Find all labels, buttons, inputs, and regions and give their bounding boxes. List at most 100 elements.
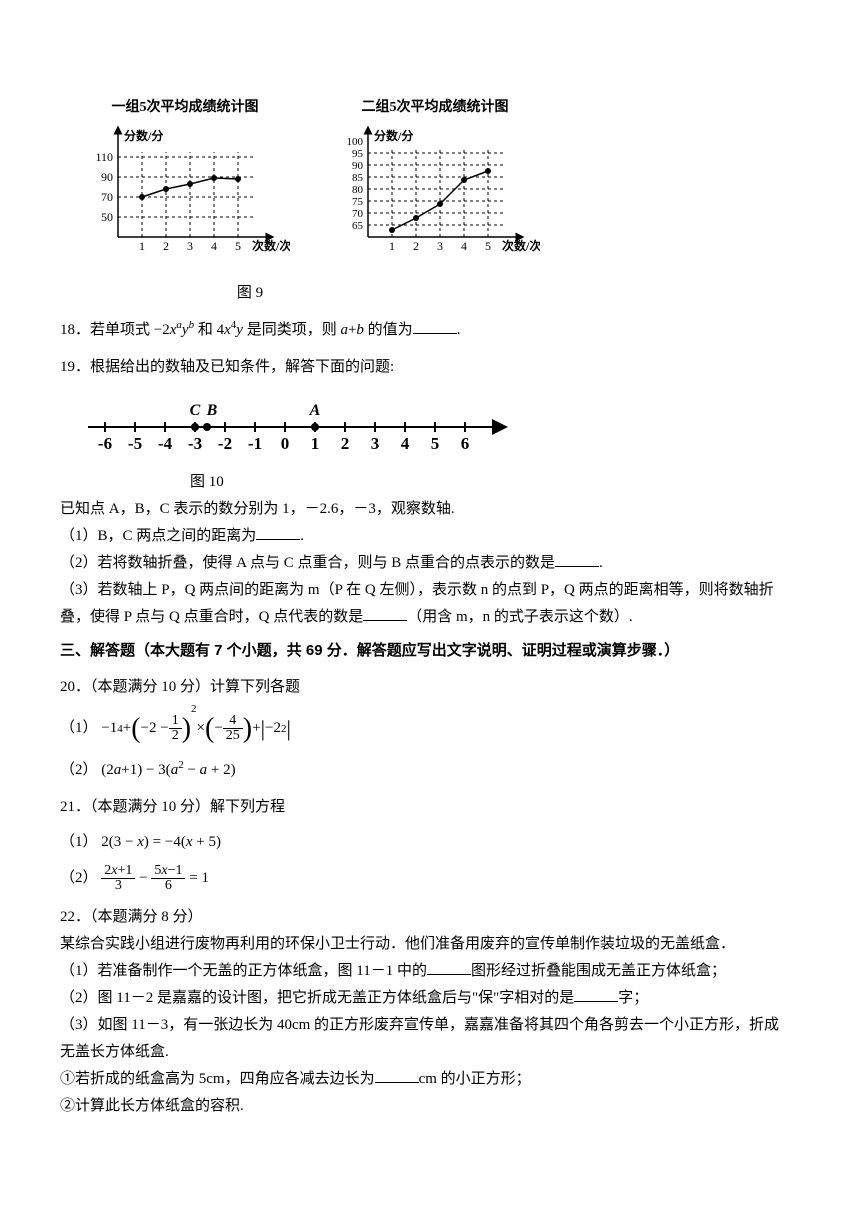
q22-p3b: 无盖长方体纸盒. [60,1039,800,1066]
svg-text:1: 1 [139,239,145,253]
q18-expr-b: 4x4y [217,322,243,338]
q18-expr-c: a [340,322,348,338]
svg-text:-4: -4 [158,434,173,453]
q21-lead: 21．（本题满分 10 分）解下列方程 [60,794,800,821]
q22-p3-s1: ①若折成的纸盒高为 5cm，四角应各减去边长为 cm 的小正方形； [60,1066,800,1093]
q20-p1: （1） −14 + (−2 − 12)2 × (− 425) + |−22| [60,709,800,749]
figure9-caption: 图 9 [0,280,800,307]
blank [256,525,300,540]
q22-intro: 某综合实践小组进行废物再利用的环保小卫士行动．他们准备用废弃的宣传单制作装垃圾的… [60,931,800,958]
svg-text:分数/分: 分数/分 [124,128,163,143]
svg-text:5: 5 [431,434,440,453]
svg-text:次数/次: 次数/次 [252,238,290,253]
svg-text:90: 90 [101,170,113,184]
question-19: 19．根据给出的数轴及已知条件，解答下面的问题: -6-5-4-3-2-1012… [60,354,800,631]
svg-text:-6: -6 [98,434,112,453]
svg-text:50: 50 [101,210,113,224]
q22-p3-s2: ②计算此长方体纸盒的容积. [60,1093,800,1120]
chart-1-svg: 50 70 90 110 分数/分 1 2 3 4 5 次数/次 [80,122,290,262]
svg-text:C: C [190,402,201,419]
chart-2: 二组5次平均成绩统计图 65 70 75 80 85 90 95 100 分数/… [330,95,540,272]
chart-1-title: 一组5次平均成绩统计图 [80,95,290,120]
q22-p1: （1）若准备制作一个无盖的正方体纸盒，图 11－1 中的 图形经过折叠能围成无盖正… [60,958,800,985]
q19-p3b: 叠，使得 P 点与 Q 点重合时，Q 点代表的数是 [60,609,363,625]
q21-p1: （1） 2(3 − x) = −4(x + 5) [60,829,800,856]
svg-text:5: 5 [235,239,241,253]
question-22: 22．（本题满分 8 分） 某综合实践小组进行废物再利用的环保小卫士行动．他们准… [60,904,800,1120]
svg-text:110: 110 [95,150,113,164]
figure10-caption: 图 10 [190,469,800,496]
svg-text:4: 4 [461,239,467,253]
svg-text:70: 70 [352,208,364,220]
q22-p1-post: 图形经过折叠能围成无盖正方体纸盒； [471,963,726,979]
q22-s1-pre: ①若折成的纸盒高为 5cm，四角应各减去边长为 [60,1071,375,1087]
svg-text:3: 3 [437,239,443,253]
q22-p1-pre: （1）若准备制作一个无盖的正方体纸盒，图 11－1 中的 [60,963,427,979]
svg-text:6: 6 [461,434,470,453]
q21-p1-label: （1） [60,829,98,856]
svg-text:2: 2 [163,239,169,253]
svg-text:次数/次: 次数/次 [502,238,540,253]
q18-expr-a: −2xayb [154,322,194,338]
svg-text:1: 1 [389,239,395,253]
blank [427,960,471,975]
blank [363,606,407,621]
blank [375,1068,419,1083]
q19-p2-post: . [599,555,603,571]
svg-text:0: 0 [281,434,290,453]
q22-s1-post: cm 的小正方形； [419,1071,531,1087]
q19-p3c: （用含 m，n 的式子表示这个数）. [407,609,632,625]
number-line: -6-5-4-3-2-10123456 C B A [80,389,800,465]
q18-after: 是同类项，则 [243,322,341,338]
q20-p2: （2） (2a+1) − 3(a2 − a + 2) [60,757,800,784]
chart-2-title: 二组5次平均成绩统计图 [330,95,540,120]
svg-text:100: 100 [347,136,364,148]
svg-text:2: 2 [413,239,419,253]
svg-text:A: A [309,402,321,419]
svg-text:-1: -1 [248,434,262,453]
svg-text:-2: -2 [218,434,232,453]
chart-1: 一组5次平均成绩统计图 50 70 90 110 分数/分 1 2 3 4 5 … [80,95,290,272]
q20-lead: 20．（本题满分 10 分）计算下列各题 [60,674,800,701]
svg-text:4: 4 [401,434,410,453]
q18-end: 的值为 [364,322,413,338]
blank [555,552,599,567]
svg-text:3: 3 [187,239,193,253]
q19-given: 已知点 A，B，C 表示的数分别为 1，－2.6，－3，观察数轴. [60,496,800,523]
q22-p3a: （3）如图 11－3，有一张边长为 40cm 的正方形废弃宣传单，嘉嘉准备将其四… [60,1012,800,1039]
svg-text:85: 85 [352,172,364,184]
svg-text:5: 5 [485,239,491,253]
question-18: 18．若单项式 −2xayb 和 4x4y 是同类项，则 a+b 的值为. [60,317,800,344]
q22-lead: 22．（本题满分 8 分） [60,904,800,931]
q22-p2-pre: （2）图 11－2 是嘉嘉的设计图，把它折成无盖正方体纸盒后与"保"字相对的是 [60,990,574,1006]
svg-text:-3: -3 [188,434,202,453]
svg-text:80: 80 [352,184,364,196]
q19-p2-pre: （2）若将数轴折叠，使得 A 点与 C 点重合，则与 B 点重合的点表示的数是 [60,555,555,571]
svg-text:4: 4 [211,239,217,253]
svg-text:2: 2 [341,434,350,453]
blank [413,319,457,334]
question-20: 20．（本题满分 10 分）计算下列各题 （1） −14 + (−2 − 12)… [60,674,800,784]
q20-p1-label: （1） [60,715,98,742]
svg-text:70: 70 [101,190,113,204]
svg-text:65: 65 [352,220,364,232]
q19-part1: （1）B，C 两点之间的距离为. [60,523,800,550]
q22-p2-post: 字； [618,990,648,1006]
svg-text:90: 90 [352,160,364,172]
svg-text:95: 95 [352,148,364,160]
q19-part2: （2）若将数轴折叠，使得 A 点与 C 点重合，则与 B 点重合的点表示的数是. [60,550,800,577]
blank [574,987,618,1002]
q21-p2: （2） 2x+13 − 5x−16 = 1 [60,864,800,894]
q19-p1-pre: （1）B，C 两点之间的距离为 [60,528,256,544]
chart-2-svg: 65 70 75 80 85 90 95 100 分数/分 1 2 3 4 5 … [330,122,540,262]
svg-text:-5: -5 [128,434,142,453]
question-21: 21．（本题满分 10 分）解下列方程 （1） 2(3 − x) = −4(x … [60,794,800,894]
svg-text:3: 3 [371,434,380,453]
q19-lead: 19．根据给出的数轴及已知条件，解答下面的问题: [60,354,800,381]
q18-period: . [457,322,461,338]
q19-part3a: （3）若数轴上 P，Q 两点间的距离为 m（P 在 Q 左侧），表示数 n 的点… [60,577,800,604]
q22-p2: （2）图 11－2 是嘉嘉的设计图，把它折成无盖正方体纸盒后与"保"字相对的是 字… [60,985,800,1012]
q21-p2-label: （2） [60,865,98,892]
charts-row: 一组5次平均成绩统计图 50 70 90 110 分数/分 1 2 3 4 5 … [80,95,800,272]
svg-text:分数/分: 分数/分 [374,128,413,143]
